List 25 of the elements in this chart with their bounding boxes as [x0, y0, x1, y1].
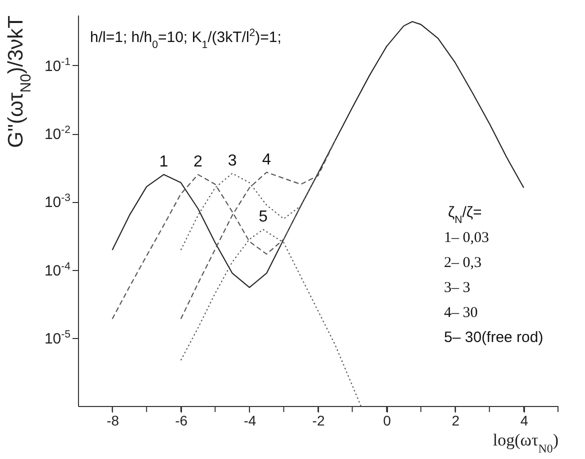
x-tick-label: -2 [312, 412, 325, 428]
y-tick-label: 10$^{-3}$ [44, 192, 71, 212]
x-tick-label: -8 [106, 412, 120, 428]
annotation: 4– 30 [444, 305, 478, 321]
annotation: 2– 0,3 [444, 255, 482, 271]
y-tick-label: 10$^{-4}$ [44, 260, 71, 280]
annotation: 5– 30(free rod) [444, 329, 544, 346]
x-tick-label: 4 [520, 412, 528, 428]
annotation: 1– 0,03 [444, 230, 489, 246]
annotation: ζ$_{N}$/ζ= [448, 204, 482, 226]
series-label: 4 [262, 151, 272, 168]
annotation: 3– 3 [444, 280, 470, 296]
series-label: 3 [228, 152, 237, 170]
x-tick-label: -6 [175, 412, 188, 428]
x-tick-label: -4 [244, 412, 256, 428]
series-label: 5 [258, 208, 268, 226]
x-axis-title: log(ωτ$_{N0}$) [492, 430, 558, 456]
x-tick-label: 2 [452, 412, 460, 428]
series-label: 2 [194, 154, 203, 171]
y-tick-label: 10$^{-1}$ [44, 56, 71, 75]
y-tick-label: 10$^{-5}$ [44, 328, 71, 348]
x-tick-label: 0 [383, 412, 392, 428]
y-tick-label: 10$^{-2}$ [44, 124, 71, 144]
series-label: 1 [159, 154, 168, 171]
annotation: h/l=1; h/h$_{0}$=10; K$_{1}$/(3kT/l$^{2}$)=1; [90, 27, 282, 51]
